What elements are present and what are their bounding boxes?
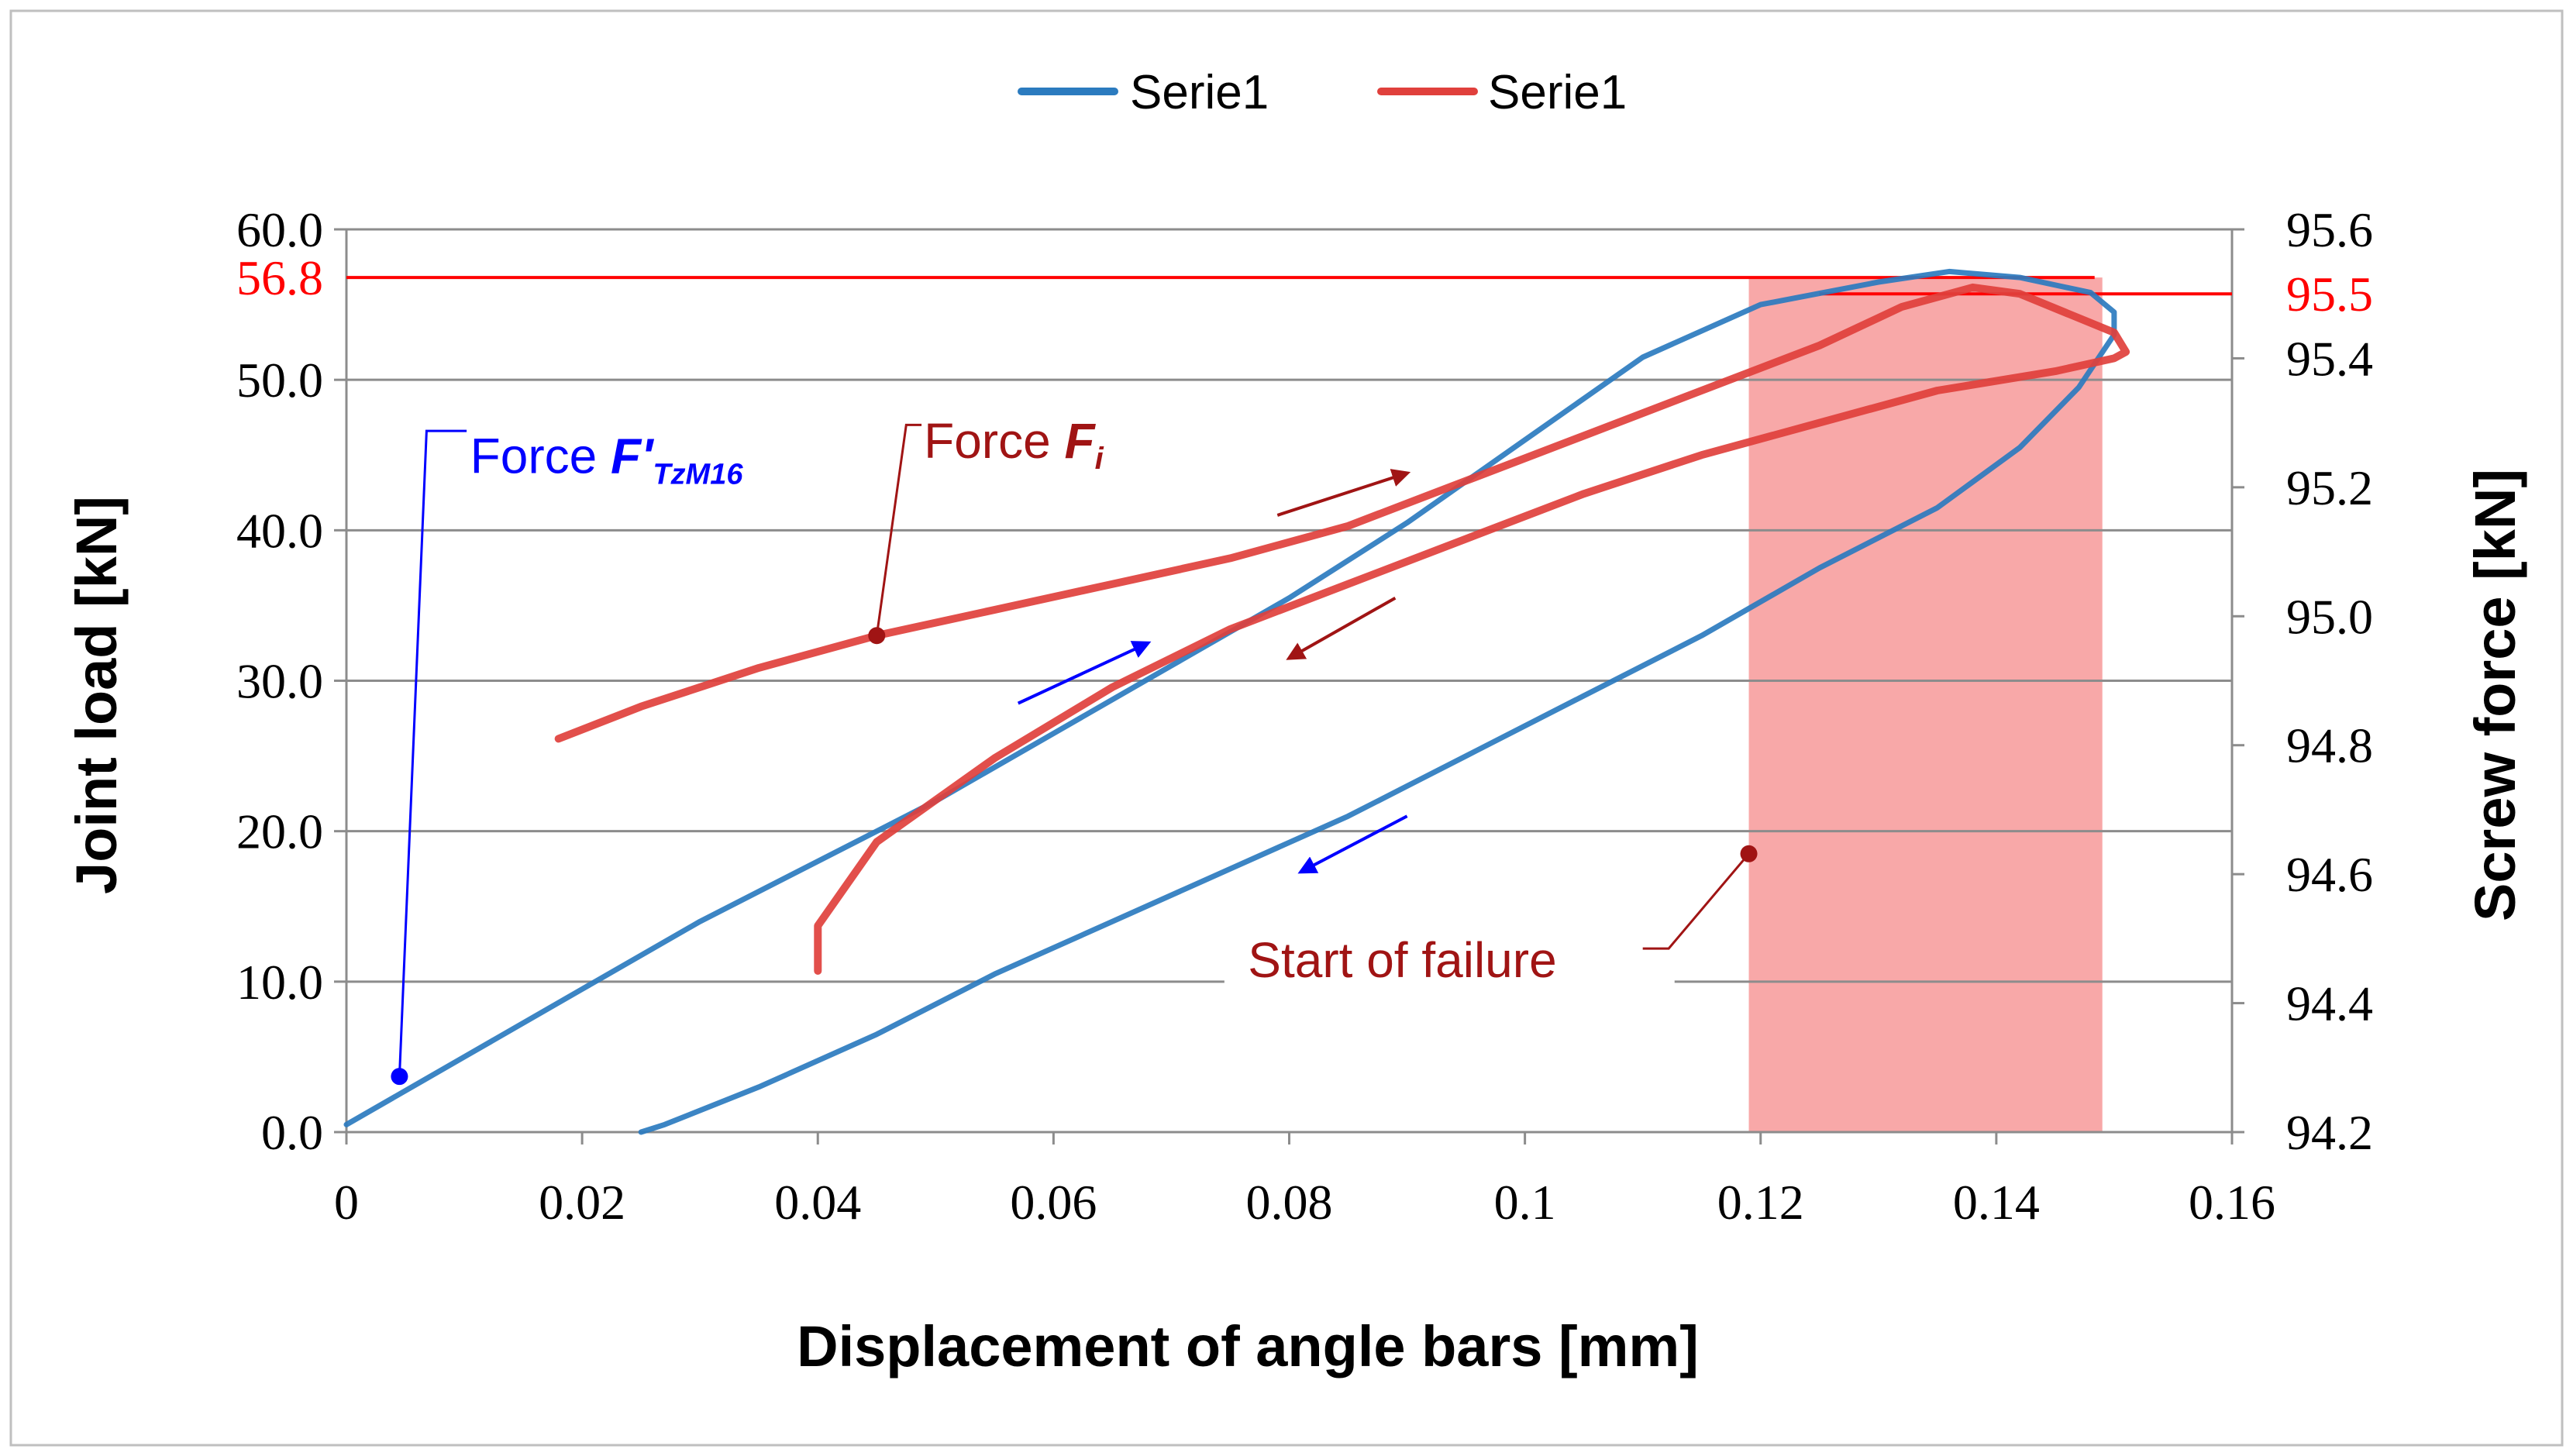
x-axis-label: Displacement of angle bars [mm] <box>797 1314 1699 1379</box>
y-tick-label: 50.0 <box>236 353 323 408</box>
y-tick-label: 30.0 <box>236 654 323 709</box>
y2-tick-label: 94.6 <box>2286 847 2373 902</box>
annotation-leader-red <box>875 423 922 636</box>
x-tick-label: 0 <box>334 1175 359 1230</box>
y2-tick-label: 94.8 <box>2286 718 2373 773</box>
annotation-point-failure <box>1740 845 1758 862</box>
legend: Serie1 Serie1 <box>1018 66 1627 119</box>
x-tick-label: 0.16 <box>2189 1175 2275 1230</box>
x-tick-label: 0.04 <box>774 1175 861 1230</box>
y2-tick-label: 94.2 <box>2286 1105 2373 1160</box>
failure-region <box>1748 277 2103 1133</box>
chart-border <box>9 9 2564 1447</box>
y2-tick-label: 95.4 <box>2286 331 2373 386</box>
annotations: Force F'TzM16 Force Fi Start of failure <box>391 413 1758 1086</box>
y2-axis-label: Screw force [kN] <box>2463 469 2527 921</box>
y-tick-label: 60.0 <box>236 202 323 257</box>
annotation-label-red: Force Fi <box>924 413 1104 476</box>
x-tick-label: 0.02 <box>539 1175 625 1230</box>
series-group <box>343 268 2130 1135</box>
legend-label-blue: Serie1 <box>1130 66 1269 119</box>
x-tick-label: 0.12 <box>1717 1175 1804 1230</box>
x-tick-label: 0.1 <box>1494 1175 1556 1230</box>
y2-axis-ticks: 94.2 94.4 94.6 94.8 95.0 95.2 95.4 95.6 <box>2232 202 2373 1160</box>
series-line-blue <box>343 268 2117 1135</box>
reference-label-right: 95.5 <box>2286 267 2373 322</box>
x-tick-label: 0.08 <box>1246 1175 1333 1230</box>
y-tick-label: 20.0 <box>236 804 323 859</box>
y-tick-label: 10.0 <box>236 955 323 1010</box>
annotation-label-failure: Start of failure <box>1248 932 1556 988</box>
arrow-red-loading <box>1276 469 1411 517</box>
annotation-label-blue: Force F'TzM16 <box>470 429 744 491</box>
y2-tick-label: 95.2 <box>2286 460 2373 515</box>
x-tick-label: 0.06 <box>1010 1175 1097 1230</box>
legend-label-red: Serie1 <box>1488 66 1627 119</box>
grid-lines <box>346 228 2232 983</box>
y2-tick-label: 94.4 <box>2286 976 2373 1031</box>
arrow-blue-unloading <box>1297 814 1408 874</box>
series-line-red <box>554 283 2130 975</box>
annotation-leader-failure <box>1642 852 1750 950</box>
y-axis-ticks: 0.0 10.0 20.0 30.0 40.0 50.0 60.0 <box>236 202 346 1160</box>
y-tick-label: 40.0 <box>236 503 323 558</box>
y-axis-label: Joint load [kN] <box>64 496 129 894</box>
arrow-blue-loading <box>1017 641 1152 705</box>
annotation-point-red <box>868 627 886 645</box>
y2-tick-label: 95.6 <box>2286 202 2373 257</box>
direction-arrows <box>1017 469 1411 874</box>
arrow-red-unloading <box>1286 596 1397 660</box>
y2-tick-label: 95.0 <box>2286 589 2373 644</box>
annotation-point-blue <box>391 1068 408 1086</box>
x-axis-ticks: 0 0.02 0.04 0.06 0.08 0.1 0.12 0.14 0.16 <box>334 1132 2275 1230</box>
annotation-leader-blue <box>398 429 467 1077</box>
annotation-label-background <box>1224 927 1675 1009</box>
x-tick-label: 0.14 <box>1953 1175 2040 1230</box>
reference-label-left: 56.8 <box>236 250 323 305</box>
y-tick-label: 0.0 <box>261 1105 323 1160</box>
